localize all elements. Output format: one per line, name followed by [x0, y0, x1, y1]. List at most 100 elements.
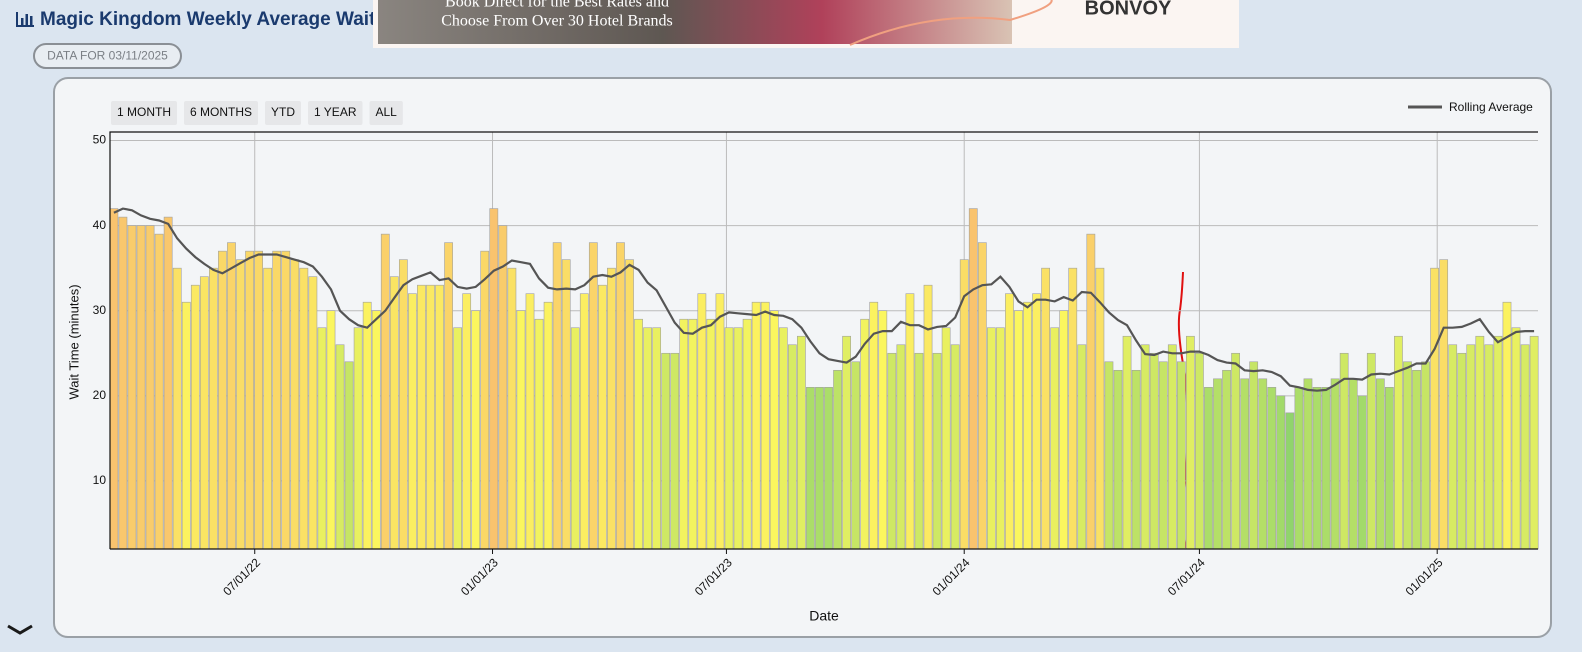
y-tick-label: 50 — [93, 133, 107, 147]
y-tick-label: 10 — [93, 473, 107, 487]
ad-image — [378, 0, 1012, 44]
bar — [471, 310, 481, 550]
bar — [760, 301, 770, 550]
range-button[interactable] — [265, 101, 302, 125]
bar — [326, 310, 336, 550]
date-badge-text: DATA FOR 03/11/2025 — [47, 49, 168, 63]
date-badge — [33, 43, 182, 69]
bar — [272, 250, 282, 550]
range-button[interactable] — [111, 101, 177, 125]
bar — [1240, 378, 1250, 550]
bar — [1258, 378, 1268, 550]
bar — [1375, 378, 1385, 550]
bar — [797, 335, 806, 550]
bar — [417, 284, 426, 550]
bar — [1394, 335, 1403, 550]
bar — [842, 335, 851, 550]
bar — [1484, 344, 1494, 550]
bar — [1267, 387, 1277, 550]
bar — [1095, 267, 1105, 550]
bar — [1249, 361, 1259, 550]
bar — [1222, 369, 1231, 550]
bar — [1158, 361, 1168, 550]
bar — [1122, 335, 1132, 550]
range-button-label[interactable]: ALL — [375, 105, 397, 119]
bar — [1032, 293, 1041, 550]
bar — [209, 267, 218, 550]
bar — [996, 327, 1005, 550]
bar — [1113, 369, 1123, 550]
bar — [887, 352, 897, 550]
bar — [199, 276, 209, 550]
bar — [670, 352, 680, 550]
range-button[interactable] — [308, 101, 363, 125]
bar — [1493, 335, 1503, 550]
bar — [1520, 344, 1530, 550]
bar — [317, 327, 327, 550]
bar — [968, 208, 978, 550]
bar — [1204, 387, 1213, 550]
bar — [534, 318, 544, 550]
bar — [498, 225, 508, 550]
bar — [923, 284, 933, 550]
bar — [308, 276, 318, 550]
bar — [1086, 233, 1096, 550]
bar — [1068, 267, 1078, 550]
range-button-label[interactable]: YTD — [271, 105, 295, 119]
range-button-label[interactable]: 1 YEAR — [314, 105, 357, 119]
bar — [679, 318, 689, 550]
bar — [625, 259, 634, 550]
range-button[interactable] — [184, 101, 259, 125]
range-button[interactable] — [369, 101, 403, 125]
bar — [715, 293, 725, 550]
bar — [1195, 352, 1204, 550]
bar — [1294, 387, 1304, 550]
bar — [941, 327, 951, 550]
bar — [371, 310, 381, 550]
bar — [1412, 369, 1421, 550]
bar — [1312, 387, 1322, 550]
bar — [380, 233, 390, 550]
bar — [787, 344, 797, 550]
bar — [697, 293, 707, 550]
bar — [145, 225, 155, 550]
plot-frame — [109, 131, 1538, 549]
bar — [362, 301, 372, 550]
range-button-label[interactable]: 6 MONTHS — [190, 105, 252, 119]
bar — [1059, 310, 1069, 550]
bar — [806, 387, 815, 550]
bar — [462, 293, 472, 550]
bar — [1457, 352, 1467, 550]
bar — [869, 301, 879, 550]
bar — [507, 267, 517, 550]
y-axis-label: Wait Time (minutes) — [66, 284, 81, 399]
bar — [860, 318, 870, 550]
range-button-label[interactable]: 1 MONTH — [117, 105, 171, 119]
x-axis-label: Date — [809, 608, 839, 624]
bar — [778, 327, 788, 550]
bar — [1348, 378, 1358, 550]
bar — [190, 284, 200, 550]
bar — [1140, 344, 1150, 550]
bar — [1448, 344, 1458, 550]
ad-brand: BONVOY — [1085, 0, 1172, 19]
bar — [1005, 293, 1014, 550]
range-buttons: 1 MONTH 6 MONTHS YTD 1 YEAR ALL — [111, 101, 403, 125]
bar — [263, 267, 273, 550]
rolling-average-line — [113, 207, 1535, 392]
bar — [1330, 378, 1340, 550]
bar — [824, 387, 833, 550]
bar — [1023, 301, 1032, 550]
bar — [172, 267, 182, 550]
bar — [435, 284, 444, 550]
y-tick-label: 30 — [93, 303, 107, 317]
bar — [1357, 395, 1367, 550]
bar — [1529, 335, 1539, 550]
ad-scribble — [849, 0, 1053, 46]
bar — [932, 352, 942, 550]
bar — [1041, 267, 1051, 550]
bar — [1421, 361, 1430, 550]
bar — [878, 310, 888, 550]
bar — [950, 344, 960, 550]
